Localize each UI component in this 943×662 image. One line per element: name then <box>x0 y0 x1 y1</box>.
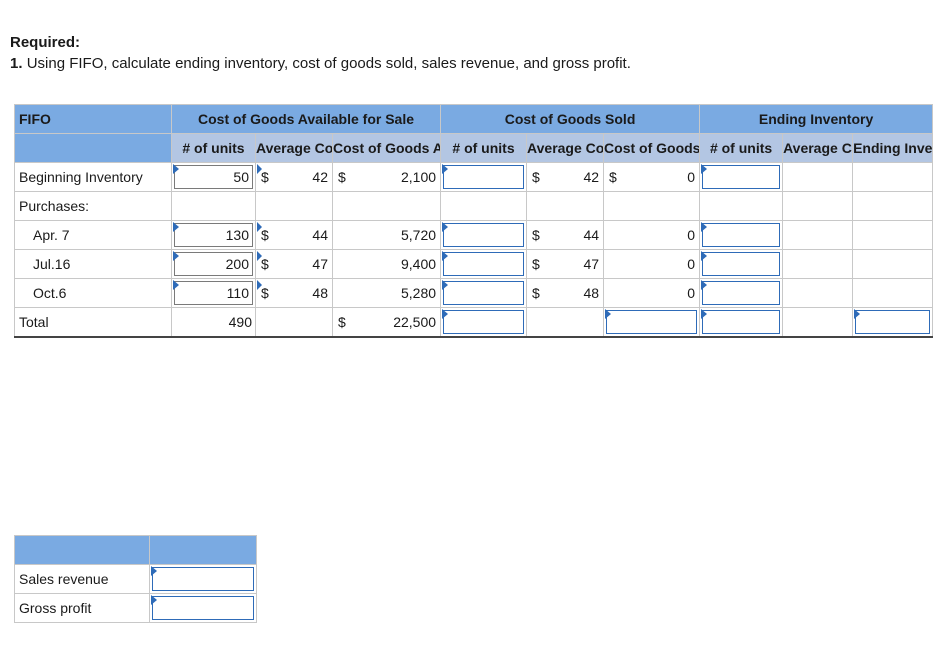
total-units: 490 <box>171 307 256 338</box>
row-label-purchases: Purchases: <box>14 191 172 221</box>
oct-cogs-total: 0 <box>603 278 701 308</box>
required-instruction: 1. Using FIFO, calculate ending inventor… <box>10 55 631 72</box>
apr-cogs-units-input[interactable] <box>440 220 528 250</box>
sales-revenue-input[interactable] <box>149 564 257 594</box>
required-heading: Required: <box>10 34 81 51</box>
table-row: Beginning Inventory 50 $42 $2,100 $42 $0 <box>14 162 934 192</box>
gross-profit-input[interactable] <box>149 593 257 623</box>
beginning-cogs-units-input[interactable] <box>440 162 528 192</box>
col-end-total: Ending Inventory <box>852 133 934 163</box>
table-row-total: Total 490 $22,500 <box>14 307 934 338</box>
oct-end-units-input[interactable] <box>699 278 784 308</box>
table-row: Purchases: <box>14 191 934 221</box>
apr-units-input[interactable]: 130 <box>171 220 256 250</box>
total-available: $22,500 <box>331 307 442 338</box>
jul-cost-input[interactable]: $47 <box>255 249 333 279</box>
header-row-columns: # of units Average Cost per unit Cost of… <box>14 133 934 163</box>
total-cogs-units-input[interactable] <box>440 307 528 338</box>
beginning-cogs-total: $0 <box>603 162 701 192</box>
summary-row-gross: Gross profit <box>14 593 257 623</box>
col-end-avg: Average Cost per unit <box>782 133 854 163</box>
jul-cogs-total: 0 <box>603 249 701 279</box>
summary-table: Sales revenue Gross profit <box>14 535 257 623</box>
apr-total: 5,720 <box>331 220 442 250</box>
row-label-oct: Oct.6 <box>14 278 172 308</box>
col-cogs-cost: Cost of Goods Sold <box>603 133 701 163</box>
corner-blank <box>14 133 172 163</box>
row-label-total: Total <box>14 307 172 338</box>
beginning-end-total <box>852 162 934 192</box>
col-avg-cost: Average Cost per unit <box>255 133 333 163</box>
col-cost-available: Cost of Goods Available for Sale <box>331 133 442 163</box>
instruction-text: Using FIFO, calculate ending inventory, … <box>26 55 631 72</box>
jul-cogs-cost-per: $47 <box>526 249 605 279</box>
apr-end-units-input[interactable] <box>699 220 784 250</box>
apr-cost-input[interactable]: $44 <box>255 220 333 250</box>
row-label-jul: Jul.16 <box>14 249 172 279</box>
oct-units-input[interactable]: 110 <box>171 278 256 308</box>
table-row: Jul.16 200 $47 9,400 $47 0 <box>14 249 934 279</box>
group-available: Cost of Goods Available for Sale <box>170 104 442 134</box>
beginning-cost-input[interactable]: $42 <box>255 162 333 192</box>
oct-cogs-units-input[interactable] <box>440 278 528 308</box>
col-cogs-units: # of units <box>440 133 528 163</box>
beginning-units-input[interactable]: 50 <box>171 162 256 192</box>
oct-total: 5,280 <box>331 278 442 308</box>
summary-header <box>14 535 257 565</box>
col-units: # of units <box>171 133 256 163</box>
beginning-cogs-cost-per: $42 <box>526 162 605 192</box>
jul-cogs-units-input[interactable] <box>440 249 528 279</box>
table-row: Apr. 7 130 $44 5,720 $44 0 <box>14 220 934 250</box>
group-cogs: Cost of Goods Sold <box>440 104 701 134</box>
col-cogs-avg: Average Cost per unit <box>526 133 605 163</box>
header-row-groups: FIFO Cost of Goods Available for Sale Co… <box>14 104 934 134</box>
col-end-units: # of units <box>699 133 784 163</box>
jul-units-input[interactable]: 200 <box>171 249 256 279</box>
total-end-units-input[interactable] <box>699 307 784 338</box>
total-cogs-input[interactable] <box>603 307 701 338</box>
oct-cost-input[interactable]: $48 <box>255 278 333 308</box>
beginning-total: $2,100 <box>331 162 442 192</box>
instruction-number: 1. <box>10 55 23 72</box>
row-label-beginning: Beginning Inventory <box>14 162 172 192</box>
fifo-table: FIFO Cost of Goods Available for Sale Co… <box>14 104 934 338</box>
oct-cogs-cost-per: $48 <box>526 278 605 308</box>
row-label-apr: Apr. 7 <box>14 220 172 250</box>
jul-total: 9,400 <box>331 249 442 279</box>
apr-cogs-total: 0 <box>603 220 701 250</box>
total-ending-inventory-input[interactable] <box>852 307 934 338</box>
apr-cogs-cost-per: $44 <box>526 220 605 250</box>
beginning-end-avg <box>782 162 854 192</box>
summary-row-sales: Sales revenue <box>14 564 257 594</box>
beginning-end-units-input[interactable] <box>699 162 784 192</box>
jul-end-units-input[interactable] <box>699 249 784 279</box>
gross-profit-label: Gross profit <box>14 593 150 623</box>
group-ending: Ending Inventory <box>699 104 934 134</box>
corner-label: FIFO <box>14 104 172 134</box>
sales-revenue-label: Sales revenue <box>14 564 150 594</box>
table-row: Oct.6 110 $48 5,280 $48 0 <box>14 278 934 308</box>
